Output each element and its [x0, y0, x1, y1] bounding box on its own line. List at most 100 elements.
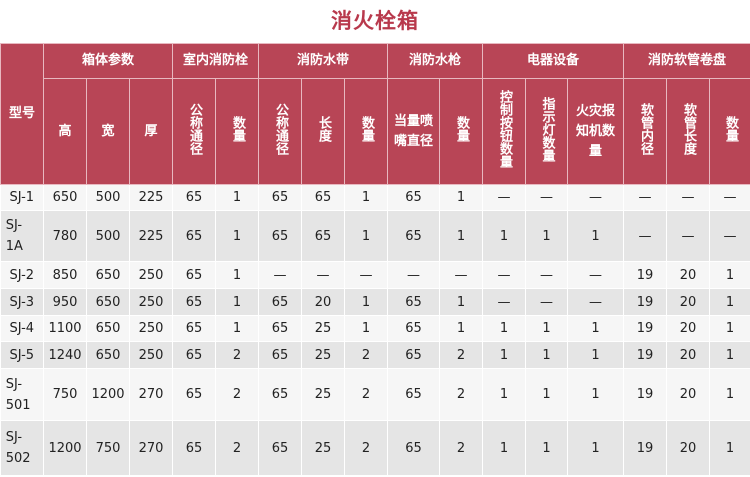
header-column-row: 高宽厚公称通径 数量 公称通径 长度 数量 当量喷嘴直径 数量 控制按钮数量 指示灯数量 火灾报知… — [1, 78, 750, 185]
cell-value: — — [344, 261, 389, 289]
model-label: SJ-4 — [9, 321, 35, 336]
cell-value: 2 — [344, 368, 389, 421]
cell-value: 65 — [258, 184, 303, 211]
model-label: SJ-501 — [5, 376, 31, 413]
cell-value: 2 — [439, 341, 484, 369]
cell-value: 650 — [86, 341, 130, 369]
cell-value: 1 — [482, 210, 527, 262]
cell-value: 2 — [344, 341, 389, 369]
cell-value: 19 — [623, 288, 668, 316]
cell-value: — — [567, 184, 625, 211]
header-column-label: 公称通径 — [187, 103, 202, 155]
cell-value: 25 — [301, 315, 346, 342]
model-label: SJ-1A — [5, 218, 23, 254]
cell-value: 1 — [439, 315, 484, 342]
model-label: SJ-2 — [9, 267, 35, 283]
cell-value: 1 — [439, 210, 484, 262]
header-column: 公称通径 — [258, 78, 303, 185]
header-column-label: 软管长度 — [681, 103, 697, 155]
cell-value: 750 — [43, 368, 87, 421]
cell-value: 1 — [215, 261, 260, 289]
cell-value: 1 — [709, 420, 750, 476]
cell-value: 65 — [301, 210, 346, 262]
cell-value: 65 — [172, 368, 216, 421]
cell-value: 780 — [43, 210, 87, 262]
cell-value: 65 — [172, 184, 216, 211]
cell-model: SJ-3 — [0, 288, 44, 316]
cell-value: 1 — [482, 315, 527, 342]
cell-value: 250 — [129, 261, 173, 289]
cell-value: 650 — [86, 288, 130, 316]
cell-value: 20 — [666, 368, 711, 421]
header-column: 数量 — [709, 78, 750, 185]
cell-value: 1 — [482, 420, 527, 476]
cell-value: 1 — [215, 315, 260, 342]
cell-value: 65 — [172, 341, 216, 369]
cell-value: — — [666, 184, 711, 211]
cell-value: — — [623, 184, 668, 211]
header-group-hose: 消防水带 — [258, 43, 389, 79]
cell-value: 65 — [258, 210, 303, 262]
cell-value: — — [525, 184, 569, 211]
cell-value: 65 — [172, 210, 216, 262]
cell-value: 65 — [172, 261, 216, 289]
header-column-label: 公称通径 — [273, 103, 289, 155]
header-group-electrical: 电器设备 — [482, 43, 625, 79]
cell-value: 65 — [258, 315, 303, 342]
cell-value: 20 — [301, 288, 346, 316]
cell-value: — — [567, 261, 625, 289]
header-column-label: 软管内径 — [638, 103, 654, 155]
cell-value: 250 — [129, 341, 173, 369]
model-label: SJ-1 — [9, 190, 35, 205]
cell-value: 65 — [172, 288, 216, 316]
cell-value: 65 — [387, 420, 441, 476]
cell-value: — — [623, 210, 668, 262]
model-label: SJ-502 — [5, 430, 31, 466]
cell-value: 65 — [258, 368, 303, 421]
header-column-label: 数量 — [723, 116, 739, 142]
cell-value: 1 — [567, 315, 625, 342]
header-group-box: 箱体参数 — [43, 43, 173, 79]
cell-value: 1 — [709, 368, 750, 421]
cell-value: — — [482, 261, 527, 289]
cell-value: 650 — [86, 261, 130, 289]
cell-model: SJ-502 — [0, 420, 44, 476]
cell-value: 1 — [567, 210, 625, 262]
model-label: SJ-5 — [9, 347, 35, 363]
header-column: 数量 — [214, 78, 260, 185]
cell-value: 1 — [482, 341, 527, 369]
cell-value: — — [258, 261, 303, 289]
cell-value: 65 — [387, 315, 441, 342]
cell-value: 20 — [666, 315, 711, 342]
cell-value: 1 — [709, 315, 750, 342]
table-row: SJ-501 750 1200 270 65 2 65 25 2 65 2 1 1 1 19 20 1 — [0, 368, 750, 421]
table-row: SJ-3 950 650 250 65 1 65 20 1 65 1— — —19 20 1 — [0, 288, 750, 316]
header-column: 长度 — [301, 78, 346, 185]
cell-value: 2 — [344, 420, 389, 476]
table-row: SJ-502 1200 750 270 65 2 65 25 2 65 2 1 1 1 19 20 1 — [0, 420, 750, 476]
cell-value: 1 — [567, 341, 625, 369]
header-column: 数量 — [344, 78, 389, 185]
table-row: SJ-2 850 650 250 65 1— — — — — — — —19 20 1 — [0, 261, 750, 289]
cell-value: 19 — [623, 261, 668, 289]
header-column-label: 厚 — [144, 123, 158, 139]
cell-value: 2 — [215, 341, 260, 369]
header-column: 高 — [43, 78, 87, 185]
cell-value: 1 — [344, 288, 389, 316]
cell-value: 1200 — [86, 368, 130, 421]
cell-value: 19 — [623, 368, 668, 421]
cell-value: 1 — [525, 210, 569, 262]
cell-value: 25 — [301, 420, 346, 476]
header-column-label: 宽 — [101, 123, 115, 139]
cell-value: — — [666, 210, 711, 262]
cell-model: SJ-501 — [0, 368, 44, 421]
cell-value: 950 — [43, 288, 87, 316]
cell-model: SJ-2 — [0, 261, 44, 289]
header-column-label: 数量 — [230, 116, 245, 142]
cell-value: 225 — [129, 184, 173, 211]
page-title: 消火栓箱 — [331, 9, 419, 33]
cell-value: 65 — [301, 184, 346, 211]
cell-value: 19 — [623, 420, 668, 476]
cell-value: 20 — [666, 261, 711, 289]
table-row: SJ-5 1240 650 250 65 2 65 25 2 65 2 1 1 1 19 20 1 — [0, 341, 750, 369]
